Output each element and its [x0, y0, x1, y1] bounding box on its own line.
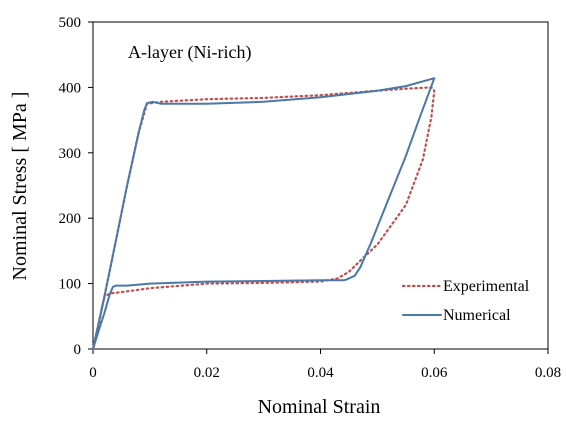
series-lines [91, 77, 436, 351]
series-line-numerical [92, 77, 436, 350]
y-tick-label: 200 [59, 211, 82, 227]
y-tick-label: 300 [59, 146, 82, 162]
y-axis-label: Nominal Stress [ MPa ] [9, 92, 31, 281]
x-tick-label: 0 [89, 365, 97, 381]
y-tick-label: 500 [59, 15, 82, 31]
x-tick-label: 0.06 [421, 365, 448, 381]
x-tick-label: 0.02 [194, 365, 220, 381]
axes [88, 21, 549, 354]
legend-label-numerical: Numerical [443, 307, 511, 324]
y-tick-label: 400 [59, 80, 82, 96]
x-tick-label: 0.08 [535, 365, 561, 381]
x-axis-label: Nominal Strain [258, 396, 381, 418]
chart-annotation: A-layer (Ni-rich) [128, 42, 251, 63]
y-tick-label: 100 [59, 277, 82, 293]
legend-label-experimental: Experimental [443, 278, 530, 295]
x-tick-label: 0.04 [307, 365, 334, 381]
tick-labels: 0 0.02 0.04 0.06 0.08 0 100 200 300 400 500 [59, 15, 562, 381]
series-line-experimental [91, 86, 436, 351]
legend: Experimental Numerical [401, 278, 530, 324]
plot-frame [92, 21, 549, 350]
y-tick-label: 0 [74, 342, 82, 358]
